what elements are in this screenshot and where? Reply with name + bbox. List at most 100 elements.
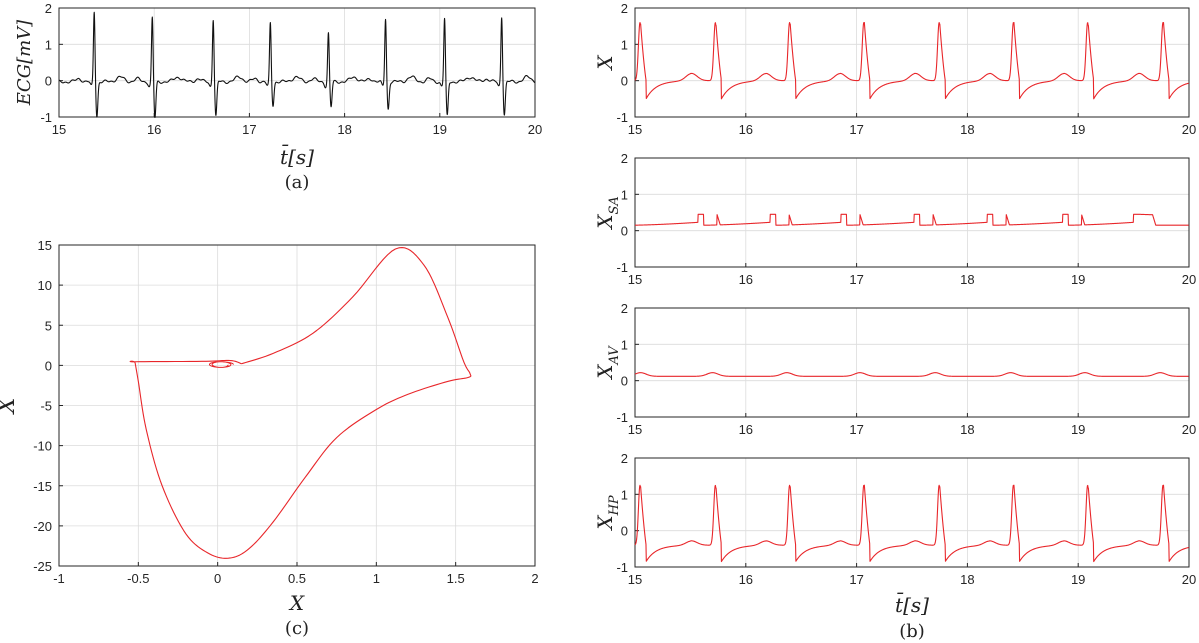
- axes-frame: [634, 457, 1190, 568]
- x-tick-label: 19: [1071, 272, 1085, 287]
- y-tick-label: 5: [45, 318, 52, 333]
- phase-trajectory: [129, 246, 472, 559]
- x-tick-label: 16: [739, 122, 753, 137]
- y-tick-label: 2: [45, 1, 52, 16]
- x-tick-label: 18: [960, 572, 974, 587]
- y-axis-label-main: X: [593, 214, 617, 231]
- y-tick-label: 2: [621, 451, 628, 466]
- x-tick-label: 16: [739, 422, 753, 437]
- y-tick-label: 1: [621, 37, 628, 52]
- y-tick-label: 2: [621, 301, 628, 316]
- axes-phase: -1 -0.5 0 0.5 1 1.5 2 -25 -20 -15 -10 -5 0 5 10 15: [33, 238, 538, 586]
- trace-XHP: [634, 484, 1189, 563]
- x-axis-label: t̄[s]: [895, 592, 929, 617]
- x-tick-label: 1: [373, 571, 380, 586]
- x-tick-label: 17: [849, 122, 863, 137]
- caption: (a): [285, 172, 310, 193]
- axes-frame: [634, 7, 1190, 118]
- trace-XSA: [634, 213, 1189, 226]
- x-tick-label: 17: [849, 422, 863, 437]
- y-axis-label-subscript: HP: [607, 495, 622, 516]
- x-tick-label: 18: [960, 122, 974, 137]
- x-tick-label: 17: [849, 272, 863, 287]
- y-tick-label: -20: [33, 519, 52, 534]
- y-tick-label: 1: [621, 337, 628, 352]
- axes-XSA: 15 16 17 18 19 20 -1 0 1 2: [616, 151, 1196, 287]
- x-tick-label: 19: [1071, 572, 1085, 587]
- x-tick-label: 16: [739, 272, 753, 287]
- y-axis-label: XAV: [593, 345, 622, 381]
- x-tick-label: 16: [147, 122, 161, 137]
- x-tick-label: 17: [242, 122, 256, 137]
- y-tick-label: 1: [621, 187, 628, 202]
- y-tick-label: -1: [616, 560, 628, 575]
- y-tick-label: 0: [621, 224, 628, 239]
- axes-X: 15 16 17 18 19 20 -1 0 1 2: [616, 1, 1196, 137]
- x-tick-label: 2: [531, 571, 538, 586]
- x-axis-label: t̄[s]: [280, 144, 314, 169]
- x-tick-label: 15: [628, 122, 642, 137]
- x-tick-label: 15: [628, 422, 642, 437]
- x-tick-label: 19: [1071, 122, 1085, 137]
- x-tick-label: 15: [52, 122, 66, 137]
- y-tick-label: -5: [40, 399, 52, 414]
- y-axis-label: XSA: [593, 196, 622, 231]
- y-tick-label: 1: [45, 37, 52, 52]
- x-tick-label: 18: [337, 122, 351, 137]
- y-axis-label-main: X: [593, 55, 617, 72]
- x-tick-label: 16: [739, 572, 753, 587]
- x-tick-label: 0.5: [288, 571, 306, 586]
- y-tick-label: 0: [45, 74, 52, 89]
- x-tick-label: -0.5: [127, 571, 149, 586]
- y-axis-label-subscript: AV: [607, 345, 622, 366]
- trace-X: [634, 21, 1189, 100]
- x-tick-label: 19: [433, 122, 447, 137]
- x-tick-label: 17: [849, 572, 863, 587]
- axes-XAV: 15 16 17 18 19 20 -1 0 1 2: [616, 301, 1196, 437]
- x-tick-label: 15: [628, 272, 642, 287]
- x-tick-label: 15: [628, 572, 642, 587]
- caption: (c): [285, 618, 309, 639]
- x-tick-label: 19: [1071, 422, 1085, 437]
- x-axis-label: X: [288, 591, 305, 615]
- x-tick-label: 18: [960, 422, 974, 437]
- y-tick-label: -1: [40, 110, 52, 125]
- axes-frame: [58, 7, 536, 118]
- y-tick-label: 10: [38, 278, 52, 293]
- ecg-trace: [58, 11, 536, 119]
- x-tick-label: 20: [1182, 422, 1196, 437]
- x-tick-label: 1.5: [447, 571, 465, 586]
- y-tick-label: -15: [33, 479, 52, 494]
- y-axis-label-main: X: [593, 515, 617, 532]
- x-tick-label: 20: [1182, 272, 1196, 287]
- y-tick-label: 0: [621, 74, 628, 89]
- y-tick-label: 0: [45, 358, 52, 373]
- y-axis-label: Ẋ: [0, 396, 20, 415]
- axes-ecg: 15 16 17 18 19 20 -1 0 1 2: [40, 1, 542, 137]
- x-tick-label: 18: [960, 272, 974, 287]
- y-axis-label-subscript: SA: [607, 196, 622, 214]
- y-tick-label: 2: [621, 151, 628, 166]
- axes-XHP: 15 16 17 18 19 20 -1 0 1 2: [616, 451, 1196, 587]
- y-axis-label: ECG[mV]: [14, 19, 35, 106]
- trace-XAV: [634, 372, 1189, 377]
- y-tick-label: 2: [621, 1, 628, 16]
- y-tick-label: -1: [616, 110, 628, 125]
- x-tick-label: 0: [214, 571, 221, 586]
- axes-frame: [634, 157, 1190, 268]
- axes-frame: [58, 244, 536, 567]
- y-tick-label: 15: [38, 238, 52, 253]
- x-tick-label: -1: [53, 571, 65, 586]
- y-tick-label: 0: [621, 524, 628, 539]
- x-tick-label: 20: [1182, 122, 1196, 137]
- y-axis-label: X: [593, 55, 617, 72]
- y-axis-label-main: X: [593, 364, 617, 381]
- y-tick-label: 0: [621, 374, 628, 389]
- y-tick-label: 1: [621, 487, 628, 502]
- x-tick-label: 20: [1182, 572, 1196, 587]
- axes-frame: [634, 307, 1190, 418]
- caption: (b): [899, 621, 925, 642]
- phase-inner-loop: [208, 361, 235, 368]
- y-axis-label: XHP: [593, 495, 622, 532]
